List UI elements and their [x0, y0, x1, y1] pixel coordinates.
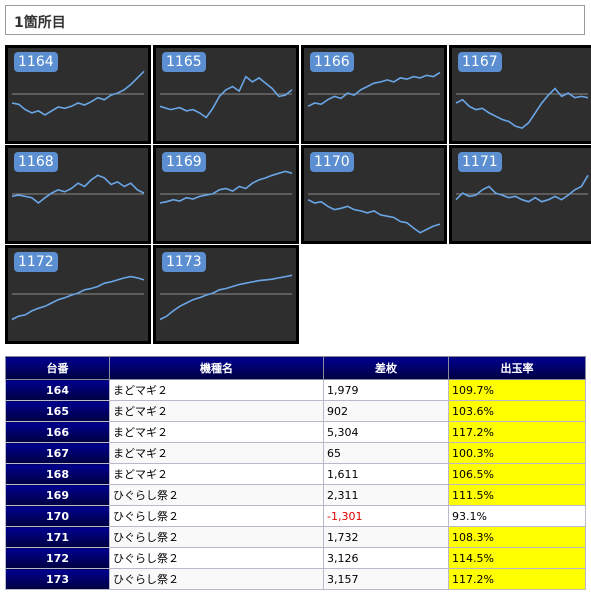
payout-rate-cell: 103.6%	[448, 400, 586, 422]
machine-number-cell: 171	[5, 526, 110, 548]
slump-line	[455, 87, 589, 129]
slump-graph-tile[interactable]: 1165	[153, 45, 299, 144]
difference-cell: -1,301	[323, 505, 449, 527]
slump-line	[11, 275, 145, 321]
model-name-cell: ひぐらし祭２	[109, 568, 324, 590]
difference-cell: 3,157	[323, 568, 449, 590]
table-row: 168 まどマギ２ 1,611 106.5%	[5, 463, 586, 485]
model-name-cell: まどマギ２	[109, 379, 324, 401]
payout-rate-cell: 117.2%	[448, 568, 586, 590]
model-name-cell: まどマギ２	[109, 442, 324, 464]
machine-number-badge: 1173	[162, 252, 206, 272]
table-row: 167 まどマギ２ 65 100.3%	[5, 442, 586, 464]
payout-rate-cell: 106.5%	[448, 463, 586, 485]
machine-number-badge: 1172	[14, 252, 58, 272]
slump-graph	[159, 274, 293, 321]
machine-number-cell: 165	[5, 400, 110, 422]
table-header-row: 台番 機種名 差枚 出玉率	[5, 356, 586, 380]
slump-graph-tile[interactable]: 1171	[449, 145, 591, 244]
table-row: 171 ひぐらし祭２ 1,732 108.3%	[5, 526, 586, 548]
payout-rate-cell: 93.1%	[448, 505, 586, 527]
slump-graph-tile[interactable]: 1166	[301, 45, 447, 144]
slump-graph	[307, 71, 441, 108]
model-name-cell: まどマギ２	[109, 421, 324, 443]
machine-number-badge: 1170	[310, 152, 354, 172]
machine-number-cell: 164	[5, 379, 110, 401]
slump-line	[159, 274, 293, 321]
model-name-cell: ひぐらし祭２	[109, 526, 324, 548]
slump-line	[11, 70, 145, 116]
header-difference: 差枚	[323, 356, 449, 380]
table-row: 165 まどマギ２ 902 103.6%	[5, 400, 586, 422]
difference-cell: 1,732	[323, 526, 449, 548]
payout-rate-cell: 117.2%	[448, 421, 586, 443]
slump-graph	[455, 174, 589, 203]
model-name-cell: ひぐらし祭２	[109, 505, 324, 527]
machine-number-badge: 1165	[162, 52, 206, 72]
slump-line	[307, 198, 441, 234]
machine-number-cell: 172	[5, 547, 110, 569]
machine-data-table: 台番 機種名 差枚 出玉率 164 まどマギ２ 1,979 109.7% 165 まどマギ…	[5, 356, 586, 590]
slump-graph-tile[interactable]: 1167	[449, 45, 591, 144]
slump-graph	[159, 75, 293, 119]
slump-graph-tile[interactable]: 1169	[153, 145, 299, 244]
section-header: 1箇所目	[5, 5, 585, 35]
slump-graph	[159, 170, 293, 204]
table-row: 166 まどマギ２ 5,304 117.2%	[5, 421, 586, 443]
machine-number-badge: 1167	[458, 52, 502, 72]
model-name-cell: ひぐらし祭２	[109, 547, 324, 569]
slump-line	[11, 174, 145, 205]
slump-line	[159, 75, 293, 119]
model-name-cell: ひぐらし祭２	[109, 484, 324, 506]
machine-number-cell: 168	[5, 463, 110, 485]
payout-rate-cell: 111.5%	[448, 484, 586, 506]
payout-rate-cell: 114.5%	[448, 547, 586, 569]
payout-rate-cell: 100.3%	[448, 442, 586, 464]
difference-cell: 5,304	[323, 421, 449, 443]
machine-number-cell: 169	[5, 484, 110, 506]
difference-cell: 902	[323, 400, 449, 422]
difference-cell: 3,126	[323, 547, 449, 569]
model-name-cell: まどマギ２	[109, 463, 324, 485]
slump-graph-tile[interactable]: 1173	[153, 245, 299, 344]
table-row: 173 ひぐらし祭２ 3,157 117.2%	[5, 568, 586, 590]
slump-graph	[11, 70, 145, 116]
machine-number-badge: 1168	[14, 152, 58, 172]
difference-cell: 1,611	[323, 463, 449, 485]
machine-number-cell: 167	[5, 442, 110, 464]
difference-cell: 65	[323, 442, 449, 464]
table-row: 169 ひぐらし祭２ 2,311 111.5%	[5, 484, 586, 506]
difference-cell: 1,979	[323, 379, 449, 401]
slump-graph-tile[interactable]: 1170	[301, 145, 447, 244]
machine-number-cell: 173	[5, 568, 110, 590]
slump-graph	[11, 174, 145, 205]
slump-line	[159, 170, 293, 204]
slump-line	[455, 174, 589, 203]
section-title: 1箇所目	[14, 15, 66, 31]
machine-number-cell: 170	[5, 505, 110, 527]
slump-graph-tile[interactable]: 1172	[5, 245, 151, 344]
table-row: 164 まどマギ２ 1,979 109.7%	[5, 379, 586, 401]
payout-rate-cell: 108.3%	[448, 526, 586, 548]
slump-graph-tile[interactable]: 1168	[5, 145, 151, 244]
table-row: 170 ひぐらし祭２ -1,301 93.1%	[5, 505, 586, 527]
header-model-name: 機種名	[109, 356, 324, 380]
slump-graph	[307, 193, 441, 234]
machine-number-badge: 1164	[14, 52, 58, 72]
slump-graph-tile[interactable]: 1164	[5, 45, 151, 144]
payout-rate-cell: 109.7%	[448, 379, 586, 401]
slump-graph	[455, 87, 589, 129]
machine-number-badge: 1169	[162, 152, 206, 172]
difference-cell: 2,311	[323, 484, 449, 506]
header-payout-rate: 出玉率	[448, 356, 586, 380]
machine-number-badge: 1166	[310, 52, 354, 72]
table-row: 172 ひぐらし祭２ 3,126 114.5%	[5, 547, 586, 569]
header-machine-number: 台番	[5, 356, 110, 380]
machine-number-cell: 166	[5, 421, 110, 443]
slump-graph	[11, 275, 145, 321]
model-name-cell: まどマギ２	[109, 400, 324, 422]
slump-line	[307, 71, 441, 108]
machine-number-badge: 1171	[458, 152, 502, 172]
